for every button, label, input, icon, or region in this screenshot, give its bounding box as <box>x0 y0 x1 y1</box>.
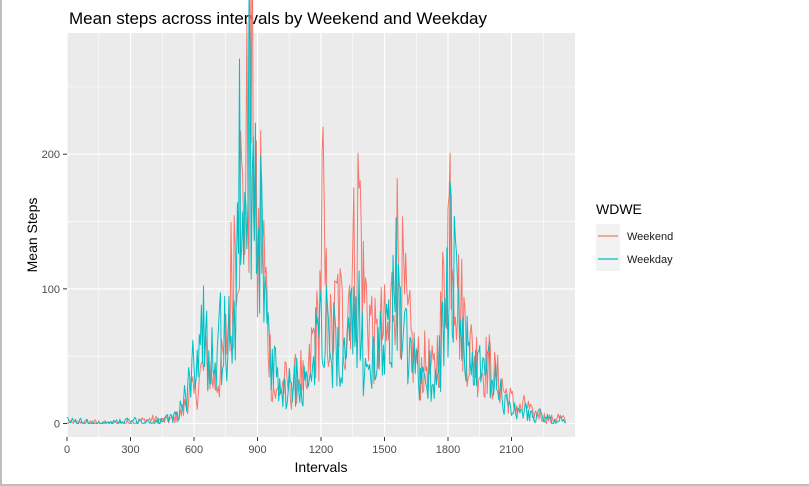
legend-label-weekend: Weekend <box>627 231 673 243</box>
x-tick-label: 0 <box>64 444 70 456</box>
x-axis-label: Intervals <box>295 459 348 475</box>
x-tick-label: 900 <box>248 444 266 456</box>
window-left-border <box>0 0 2 486</box>
series-line-weekday <box>66 0 566 424</box>
x-tick-label: 1500 <box>372 444 396 456</box>
chart-title: Mean steps across intervals by Weekend a… <box>69 9 487 28</box>
x-tick-label: 600 <box>185 444 203 456</box>
legend-title: WDWE <box>596 201 642 217</box>
x-tick-label: 1800 <box>436 444 460 456</box>
y-axis-label: Mean Steps <box>24 198 40 273</box>
legend: WDWE Weekend Weekday <box>596 201 673 271</box>
x-tick-label: 300 <box>121 444 139 456</box>
y-tick-label: 200 <box>42 149 60 161</box>
y-tick-label: 100 <box>42 284 60 296</box>
y-axis: 0 100 200 <box>42 149 67 431</box>
x-tick-label: 1200 <box>309 444 333 456</box>
window-bottom-border <box>0 484 809 486</box>
series-line-weekend <box>66 0 566 424</box>
x-tick-label: 2100 <box>499 444 523 456</box>
legend-label-weekday: Weekday <box>627 254 673 266</box>
y-tick-label: 0 <box>54 419 60 431</box>
x-axis: 0 300 600 900 1200 1500 1800 2100 <box>64 437 524 456</box>
series-lines <box>66 0 566 424</box>
